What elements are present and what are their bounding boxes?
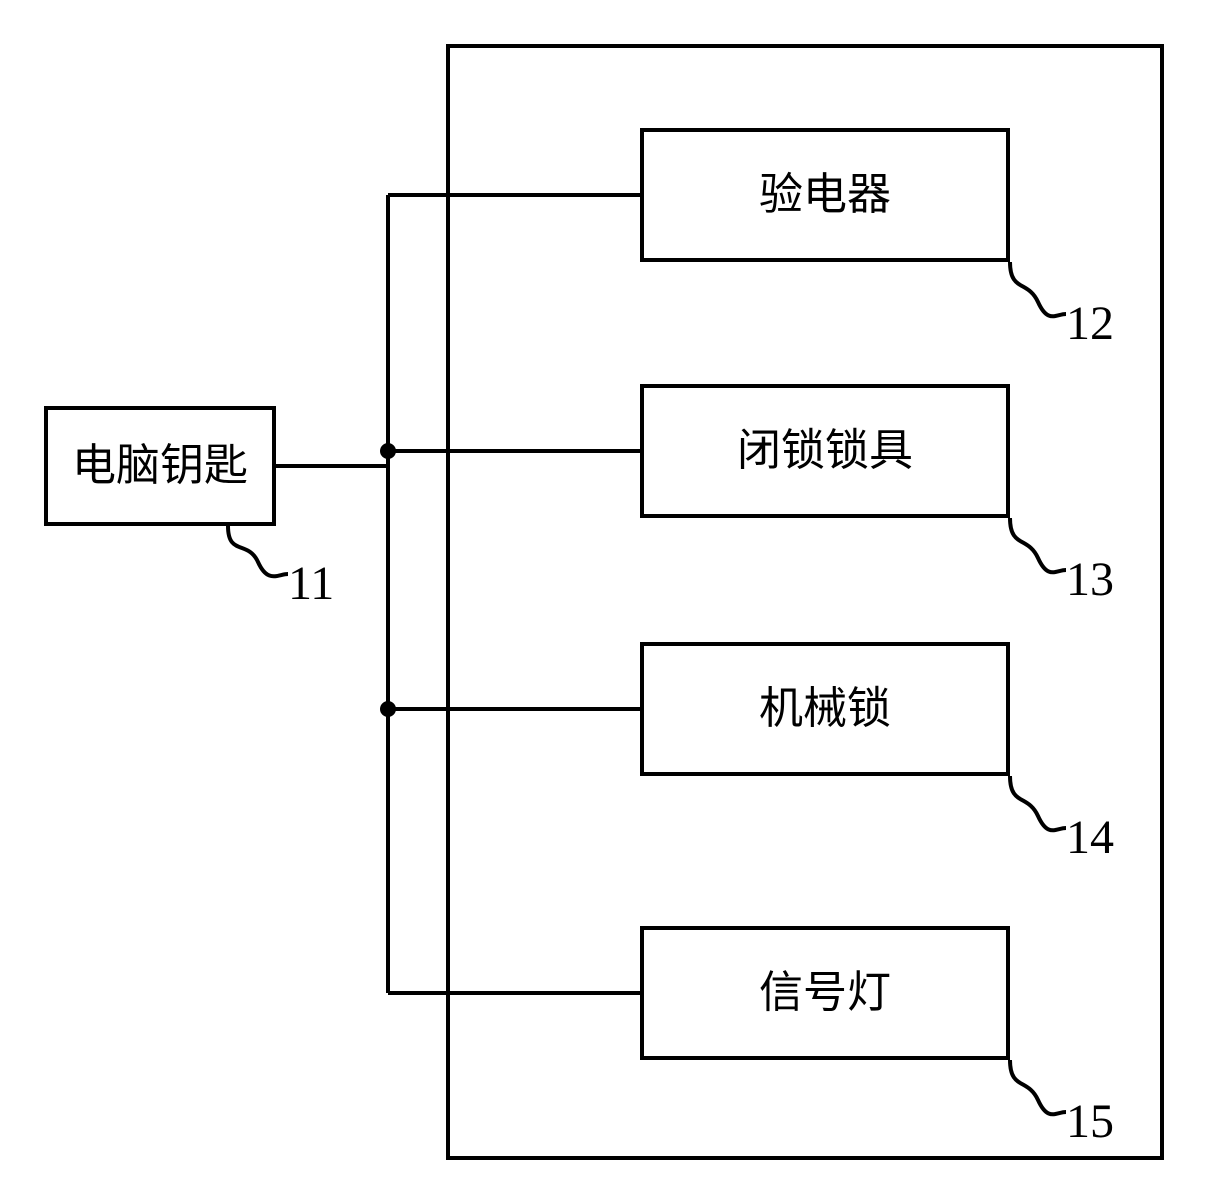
callout-label-14: 14 [1066,810,1114,865]
callout-label-15: 15 [1066,1094,1114,1149]
signal-light-label: 信号灯 [759,967,891,1020]
electroscope-box: 验电器 [640,128,1010,262]
computer-key-box: 电脑钥匙 [44,406,276,526]
signal-light-box: 信号灯 [640,926,1010,1060]
mechanical-lock-label: 机械锁 [759,683,891,736]
block-diagram: 电脑钥匙 验电器闭锁锁具机械锁信号灯 11 12 13 14 15 [0,0,1206,1201]
locking-lock-box: 闭锁锁具 [640,384,1010,518]
computer-key-label: 电脑钥匙 [72,440,248,493]
locking-lock-label: 闭锁锁具 [737,425,913,478]
callout-label-11: 11 [288,556,334,611]
mechanical-lock-box: 机械锁 [640,642,1010,776]
callout-label-12: 12 [1066,296,1114,351]
callout-label-13: 13 [1066,552,1114,607]
electroscope-label: 验电器 [759,169,891,222]
